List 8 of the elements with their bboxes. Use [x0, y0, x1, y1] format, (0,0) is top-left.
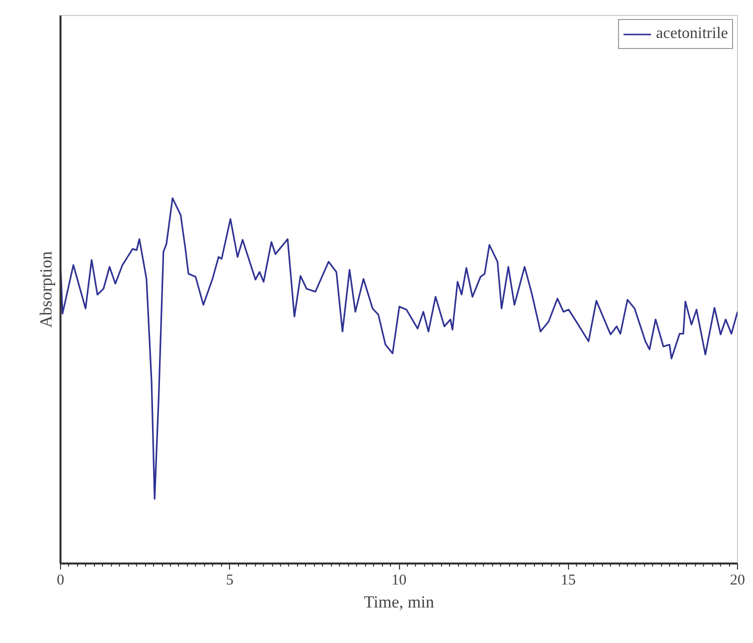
x-axis-title: Time, min: [364, 592, 435, 612]
y-axis-title: Absorption: [36, 250, 56, 328]
x-tick-label: 10: [392, 572, 406, 588]
legend-label: acetonitrile: [656, 25, 728, 43]
x-tick-label: 20: [730, 572, 745, 588]
x-tick-label: 15: [560, 572, 576, 588]
x-tick-label: 5: [226, 572, 234, 588]
x-tick-label: 0: [56, 572, 64, 588]
